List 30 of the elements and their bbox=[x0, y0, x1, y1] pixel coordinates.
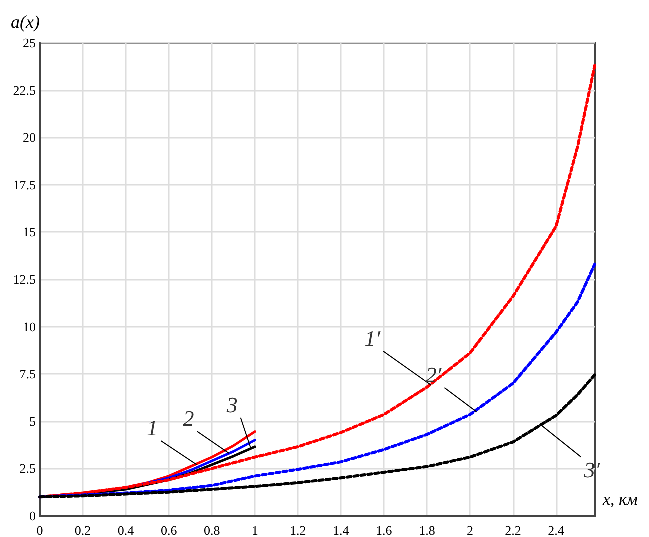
y-tick-label: 22.5 bbox=[13, 82, 36, 98]
y-axis-title: a(x) bbox=[11, 12, 40, 32]
x-tick-label: 0.4 bbox=[118, 523, 135, 537]
annotation: 1′ bbox=[364, 326, 382, 351]
x-tick-label: 2 bbox=[466, 523, 474, 537]
x-tick-label: 2.4 bbox=[548, 523, 565, 537]
x-tick-label: 0.2 bbox=[74, 523, 92, 537]
x-tick-label: 1.4 bbox=[333, 523, 350, 537]
x-tick-label: 1.6 bbox=[376, 523, 393, 537]
y-tick-label: 7.5 bbox=[20, 366, 36, 382]
x-axis-title: x, км bbox=[602, 490, 638, 509]
annotation: 1 bbox=[147, 415, 158, 440]
y-tick-label: 10 bbox=[23, 319, 36, 334]
x-tick-label: 1.8 bbox=[419, 523, 436, 537]
x-tick-label: 1 bbox=[252, 523, 258, 537]
x-tick-label: 0.6 bbox=[160, 523, 178, 537]
annotation: 3 bbox=[226, 392, 238, 418]
y-tick-label: 15 bbox=[23, 224, 36, 240]
annotation: 2′ bbox=[426, 362, 443, 388]
y-tick-label: 20 bbox=[23, 130, 36, 146]
y-tick-label: 5 bbox=[30, 414, 36, 429]
annotation: 2 bbox=[183, 406, 194, 432]
y-tick-label: 17.5 bbox=[13, 177, 36, 192]
y-tick-label: 12.5 bbox=[13, 272, 36, 287]
x-tick-label: 0.8 bbox=[204, 523, 220, 537]
y-tick-label: 25 bbox=[23, 36, 36, 50]
x-tick-label: 2.2 bbox=[505, 523, 522, 537]
y-tick-label: 2.5 bbox=[20, 461, 36, 476]
y-tick-label: 0 bbox=[30, 508, 36, 524]
x-tick-label: 1.2 bbox=[290, 523, 306, 537]
